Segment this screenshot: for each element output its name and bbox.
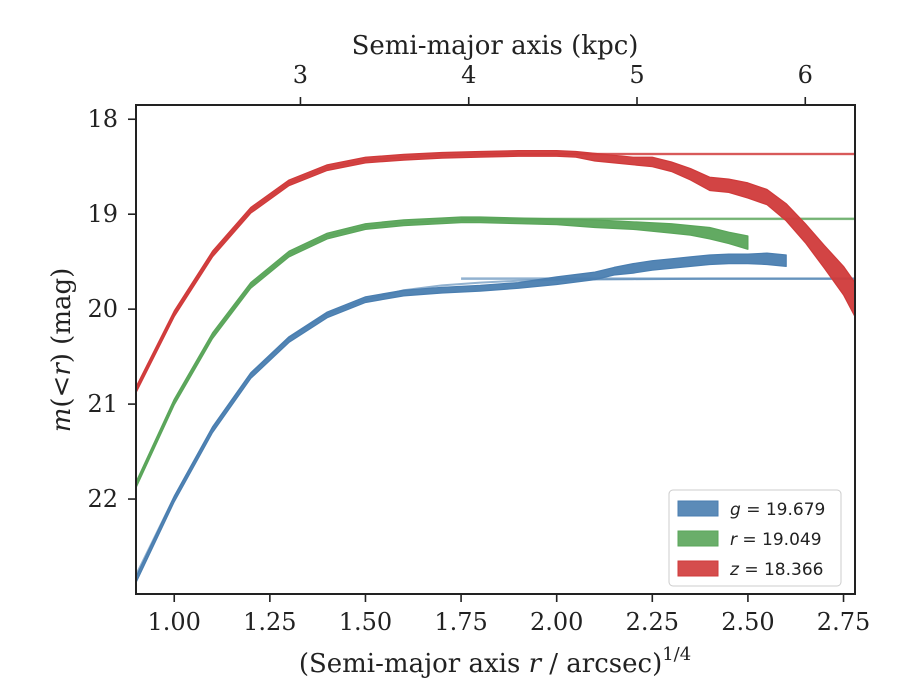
y-tick-label: 21 bbox=[87, 390, 118, 418]
y-axis-title-unit: ) (mag) bbox=[47, 268, 77, 364]
axis-ticks-layer: 1.00 1.25 1.50 1.75 2.00 2.25 2.50 2.75 18 19 20 21… bbox=[87, 61, 870, 636]
series-z-band bbox=[136, 150, 855, 394]
legend-label-r-value: = 19.049 bbox=[737, 530, 822, 550]
x-axis-title-part-2: / arcsec) bbox=[541, 649, 662, 679]
series-r-band bbox=[136, 216, 749, 489]
x-tick-label: 1.50 bbox=[339, 608, 392, 636]
y-tick-label: 20 bbox=[87, 295, 118, 323]
legend-label-r: r = 19.049 bbox=[730, 530, 822, 550]
series-z bbox=[136, 150, 855, 394]
legend-swatch-r bbox=[677, 530, 719, 547]
x-tick-label: 2.25 bbox=[626, 608, 679, 636]
y-axis-title-m: m bbox=[47, 408, 77, 433]
series-g bbox=[136, 252, 855, 584]
legend-swatch-g bbox=[677, 500, 719, 517]
legend-swatch-z bbox=[677, 560, 719, 577]
legend-label-z: z = 18.366 bbox=[729, 560, 823, 580]
x-tick-label: 1.00 bbox=[148, 608, 201, 636]
top-tick-label: 3 bbox=[293, 61, 308, 89]
x-tick-label: 2.50 bbox=[721, 608, 774, 636]
legend-label-r-symbol: r bbox=[730, 530, 738, 550]
x-axis-title-exponent: 1/4 bbox=[662, 644, 691, 665]
x-tick-label: 2.75 bbox=[817, 608, 870, 636]
top-axis-title: Semi-major axis (kpc) bbox=[352, 31, 639, 61]
legend-label-z-symbol: z bbox=[729, 560, 740, 580]
x-axis-title: (Semi-major axis r / arcsec)1/4 bbox=[299, 644, 691, 679]
y-tick-label: 18 bbox=[87, 105, 118, 133]
y-axis-title-lt: (< bbox=[47, 376, 77, 408]
x-axis-title-part-1: (Semi-major axis bbox=[299, 649, 529, 679]
y-axis-title-r: r bbox=[47, 362, 77, 376]
legend-label-g-symbol: g bbox=[730, 500, 741, 520]
legend-label-z-value: = 18.366 bbox=[739, 560, 824, 580]
x-tick-label: 1.75 bbox=[434, 608, 487, 636]
x-axis-title-variable: r bbox=[529, 649, 543, 679]
plot-frame bbox=[135, 104, 856, 595]
x-tick-label: 1.25 bbox=[243, 608, 296, 636]
legend: g = 19.679 r = 19.049 z = 18.366 bbox=[668, 489, 842, 587]
top-tick-label: 4 bbox=[461, 61, 476, 89]
legend-label-g-value: = 19.679 bbox=[741, 500, 826, 520]
x-tick-label: 2.00 bbox=[530, 608, 583, 636]
top-tick-label: 5 bbox=[629, 61, 644, 89]
plot-series-layer bbox=[136, 150, 855, 584]
series-r bbox=[136, 216, 855, 489]
y-tick-label: 22 bbox=[87, 485, 118, 513]
legend-label-g: g = 19.679 bbox=[730, 500, 825, 520]
top-tick-label: 6 bbox=[798, 61, 813, 89]
y-axis-title: m(<r) (mag) bbox=[47, 268, 77, 433]
y-tick-label: 19 bbox=[87, 200, 118, 228]
series-g-band bbox=[136, 252, 787, 584]
